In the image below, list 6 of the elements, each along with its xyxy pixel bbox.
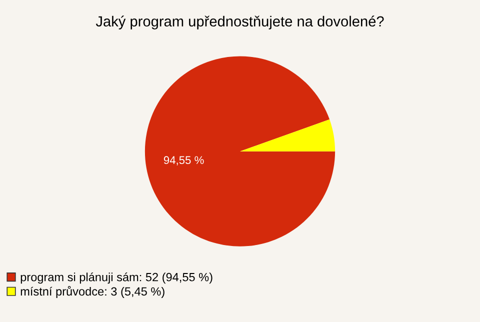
legend-label: program si plánuji sám: 52 (94,55 %) xyxy=(20,272,212,284)
pie-slice xyxy=(240,119,336,152)
pie-slice xyxy=(144,56,336,246)
data-label: 94,55 % xyxy=(164,156,204,166)
legend-label: místní průvodce: 3 (5,45 %) xyxy=(20,286,164,298)
chart-title: Jaký program upřednostňujete na dovolené? xyxy=(96,16,384,30)
